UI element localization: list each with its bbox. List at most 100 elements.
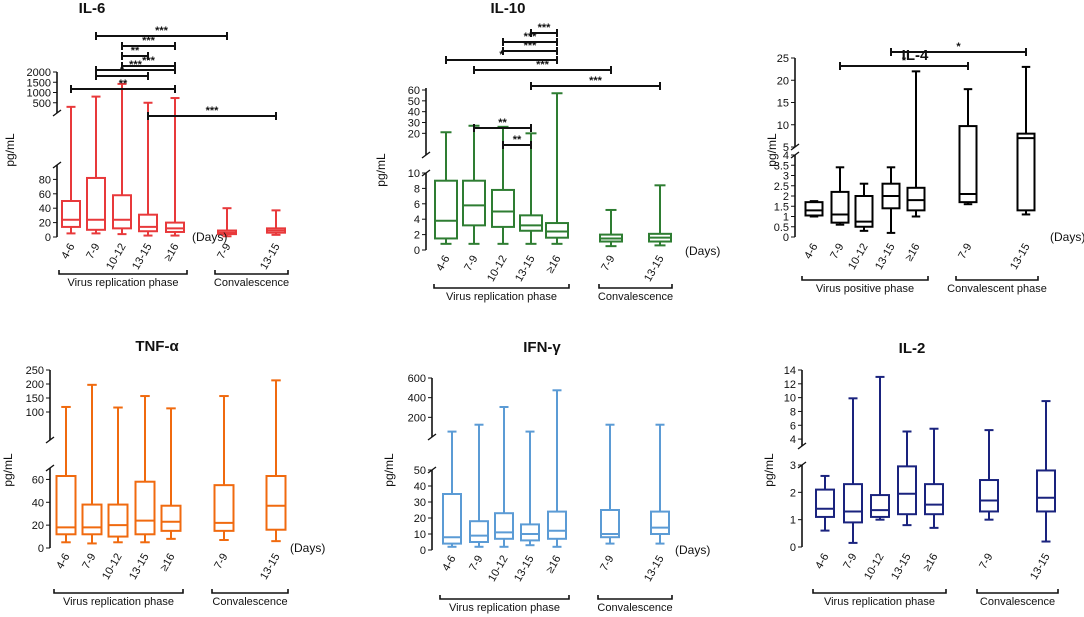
significance-bar: ***: [147, 105, 277, 120]
y-tick-label: 5: [783, 142, 789, 154]
y-tick-label: 600: [408, 373, 426, 385]
x-axis-days-label: (Days): [1050, 230, 1084, 244]
box-iqr: [979, 479, 999, 513]
box-iqr: [1016, 132, 1036, 212]
y-tick-label: 2000: [27, 67, 51, 79]
group-bracket: [439, 595, 570, 600]
box-6: [1036, 400, 1056, 543]
box-iqr: [442, 493, 462, 545]
y-tick-label: 40: [414, 481, 426, 493]
y-tick-label: 250: [26, 365, 44, 377]
group-bracket: [955, 276, 1039, 281]
box-6: [1016, 65, 1036, 216]
x-category-label: 10-12: [485, 254, 509, 284]
y-tick-label: 6: [414, 199, 420, 211]
box-4: [165, 97, 185, 237]
box-iqr: [81, 503, 103, 536]
significance-bar: ***: [502, 31, 558, 46]
box-3: [138, 101, 158, 237]
y-tick-label: 20: [39, 218, 51, 230]
box-5: [599, 208, 623, 248]
axis-break-mark: [427, 433, 437, 441]
x-category-label: ≥16: [921, 552, 941, 574]
panel-title: IL-6: [79, 0, 106, 17]
box-2: [107, 406, 129, 544]
significance-label: **: [119, 78, 128, 90]
y-axis-label: pg/mL: [374, 153, 388, 187]
x-category-label: 13-15: [642, 554, 666, 584]
box-3: [520, 430, 540, 547]
y-tick-label: 1.5: [774, 201, 789, 213]
significance-label: *: [499, 49, 504, 61]
box-iqr: [600, 509, 620, 539]
x-category-label: 13-15: [127, 552, 151, 582]
x-category-label: ≥16: [903, 242, 923, 264]
y-tick-label: 2.5: [774, 181, 789, 193]
box-iqr: [86, 176, 106, 231]
significance-label: ***: [538, 22, 552, 34]
significance-label: ***: [524, 40, 538, 52]
x-category-label: 10-12: [104, 242, 128, 272]
x-category-label: 7-9: [212, 552, 230, 572]
box-iqr: [547, 510, 567, 540]
group-label: Virus replication phase: [449, 602, 560, 614]
y-tick-label: 10: [408, 168, 420, 180]
y-tick-label: 25: [777, 53, 789, 65]
y-axis-label: pg/mL: [382, 453, 396, 487]
box-5: [958, 88, 978, 206]
box-5: [600, 423, 620, 545]
x-category-label: 7-9: [467, 554, 485, 574]
x-category-label: ≥16: [544, 254, 564, 276]
y-tick-label: 0: [420, 545, 426, 557]
box-iqr: [843, 483, 863, 524]
significance-label: *: [120, 65, 125, 77]
y-tick-label: 150: [26, 393, 44, 405]
y-tick-label: 10: [784, 393, 796, 405]
box-0: [442, 430, 462, 548]
y-tick-label: 20: [32, 520, 44, 532]
x-category-label: 4-6: [54, 552, 72, 572]
y-tick-label: 60: [39, 189, 51, 201]
group-bracket: [53, 589, 184, 594]
significance-label: ***: [155, 25, 169, 37]
x-category-label: 7-9: [599, 254, 617, 274]
box-1: [469, 423, 489, 548]
y-tick-label: 20: [777, 75, 789, 87]
box-0: [434, 131, 458, 245]
group-bracket: [812, 589, 947, 594]
x-category-label: 13-15: [1028, 552, 1052, 582]
significance-bar: ***: [473, 59, 612, 74]
y-tick-label: 0.5: [774, 222, 789, 234]
y-tick-label: 1: [783, 212, 789, 224]
box-iqr: [213, 484, 235, 532]
significance-bar: **: [502, 134, 532, 149]
box-5: [213, 395, 235, 541]
significance-bar: ***: [530, 75, 661, 90]
group-label: Virus replication phase: [63, 596, 174, 608]
x-category-label: 13-15: [512, 554, 536, 584]
box-5: [217, 207, 237, 238]
box-iqr: [462, 179, 486, 227]
box-3: [897, 430, 917, 527]
x-category-label: 13-15: [258, 552, 282, 582]
significance-bar: ***: [95, 25, 228, 40]
x-category-label: 7-9: [84, 242, 102, 262]
group-label: Virus replication phase: [446, 291, 557, 303]
y-tick-label: 4: [414, 214, 420, 226]
box-iqr: [165, 221, 185, 233]
significance-bar: *: [890, 41, 1027, 56]
y-tick-label: 0: [783, 232, 789, 244]
box-2: [870, 375, 890, 521]
group-label: Convalescent phase: [947, 283, 1047, 295]
y-tick-label: 30: [408, 118, 420, 130]
x-category-label: 7-9: [598, 554, 616, 574]
y-tick-label: 20: [414, 513, 426, 525]
significance-label: ***: [536, 59, 550, 71]
box-iqr: [870, 494, 890, 518]
box-iqr: [906, 186, 926, 212]
box-iqr: [107, 503, 129, 538]
box-2: [854, 182, 874, 232]
y-tick-label: 60: [408, 85, 420, 97]
